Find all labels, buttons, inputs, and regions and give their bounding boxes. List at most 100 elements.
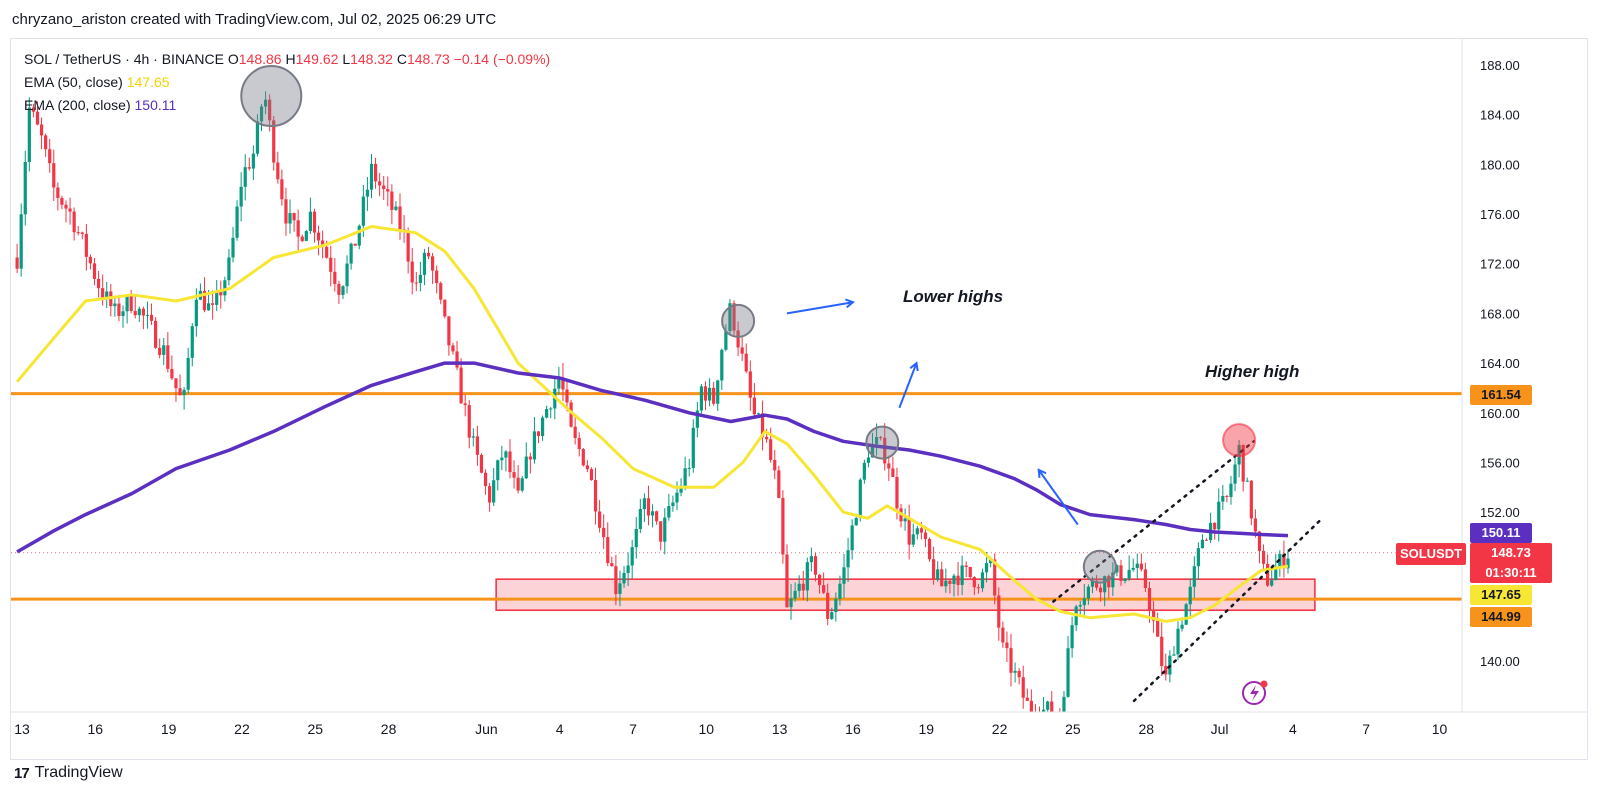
candle-body (455, 351, 459, 368)
candle-body (1066, 648, 1070, 697)
candle-body (907, 518, 911, 545)
candle (760, 400, 765, 451)
candle (304, 229, 308, 242)
candle (1286, 549, 1290, 574)
candle (785, 544, 789, 608)
candle (813, 552, 818, 582)
candle-body (382, 185, 386, 190)
candle (834, 592, 838, 622)
tag-level-upper: 161.54 (1470, 385, 1532, 405)
x-tick-label: 16 (88, 721, 104, 737)
lightning-icon (1242, 680, 1268, 705)
candle (622, 566, 626, 588)
candle (15, 243, 19, 273)
candle (1123, 577, 1127, 584)
candle (178, 374, 182, 396)
candle (137, 306, 141, 322)
candle (1270, 570, 1274, 587)
candle (1070, 616, 1074, 658)
candle (80, 231, 84, 240)
candle-body (206, 303, 211, 311)
candle-body (276, 162, 280, 180)
candle-body (956, 575, 960, 585)
legend-symbol[interactable]: SOL / TetherUS · 4h · BINANCE (24, 51, 224, 67)
candle-body (84, 233, 88, 257)
candle (1221, 484, 1225, 510)
candle (288, 199, 292, 234)
candle (504, 449, 508, 472)
candle-body (801, 583, 805, 591)
x-tick-label: 22 (992, 721, 1008, 737)
candle (308, 197, 312, 234)
candle-body (532, 431, 537, 460)
candle-body (463, 403, 467, 406)
candle-body (1123, 578, 1127, 582)
candle (707, 378, 712, 407)
candle-body (1139, 563, 1143, 570)
ema50-line (15, 225, 1289, 623)
annotation-higher-high: Higher high (1205, 362, 1300, 381)
candle-body (1229, 483, 1233, 498)
candle (968, 566, 972, 579)
candle (1115, 564, 1119, 577)
candle (675, 481, 679, 511)
candles (15, 91, 1290, 712)
candle (406, 227, 410, 274)
candle (1143, 562, 1148, 593)
candle (801, 570, 805, 601)
candle (545, 405, 549, 419)
candle-body (773, 460, 777, 471)
tag-ema50: 147.65 (1470, 585, 1532, 605)
candle (300, 234, 304, 243)
candle (145, 301, 150, 329)
candle-body (1013, 670, 1017, 673)
x-tick-label: Jun (475, 721, 498, 737)
candle-body (1107, 576, 1111, 588)
candle-body (1094, 580, 1099, 588)
candle (712, 381, 716, 406)
candle (31, 103, 36, 118)
x-tick-label: 4 (1289, 721, 1297, 737)
candle-body (27, 107, 31, 162)
candle (154, 317, 158, 349)
support-zone (495, 578, 1316, 612)
candle-body (781, 497, 785, 555)
candle-body (390, 191, 394, 210)
candle-body (406, 231, 410, 262)
trend-channel-line (1052, 440, 1256, 603)
candle-body (948, 580, 952, 584)
candle-body (1180, 624, 1184, 629)
candle (773, 449, 777, 480)
candle (349, 242, 353, 270)
candle-body (1009, 648, 1013, 673)
tag-countdown: 01:30:11 (1485, 565, 1537, 580)
candle (1046, 700, 1050, 712)
candle (561, 362, 565, 402)
x-tick-label: 7 (1362, 721, 1370, 737)
candle-body (1001, 627, 1005, 643)
candle (593, 467, 598, 525)
candle-body (1086, 586, 1090, 599)
candle-body (479, 454, 484, 473)
legend-ema200-row[interactable]: EMA (200, close) 150.11 (24, 94, 550, 117)
candle-body (1082, 598, 1086, 606)
tradingview-footer[interactable]: 17 TradingView (14, 762, 123, 784)
candle (471, 428, 475, 447)
candle (948, 579, 952, 594)
x-tick-label: 13 (14, 721, 30, 737)
candle-body (667, 506, 671, 518)
candle (838, 575, 842, 606)
candle-body (443, 299, 447, 317)
candle-body (581, 449, 585, 466)
candle-body (284, 199, 288, 224)
candle-body (174, 378, 178, 389)
candle (589, 467, 594, 481)
candle (1192, 556, 1196, 598)
candle (565, 378, 569, 412)
candle-body (508, 451, 512, 473)
legend-ema50-row[interactable]: EMA (50, close) 147.65 (24, 71, 550, 94)
legend-close-label: C (396, 51, 407, 67)
candle (1025, 688, 1029, 701)
candle (1066, 635, 1070, 698)
